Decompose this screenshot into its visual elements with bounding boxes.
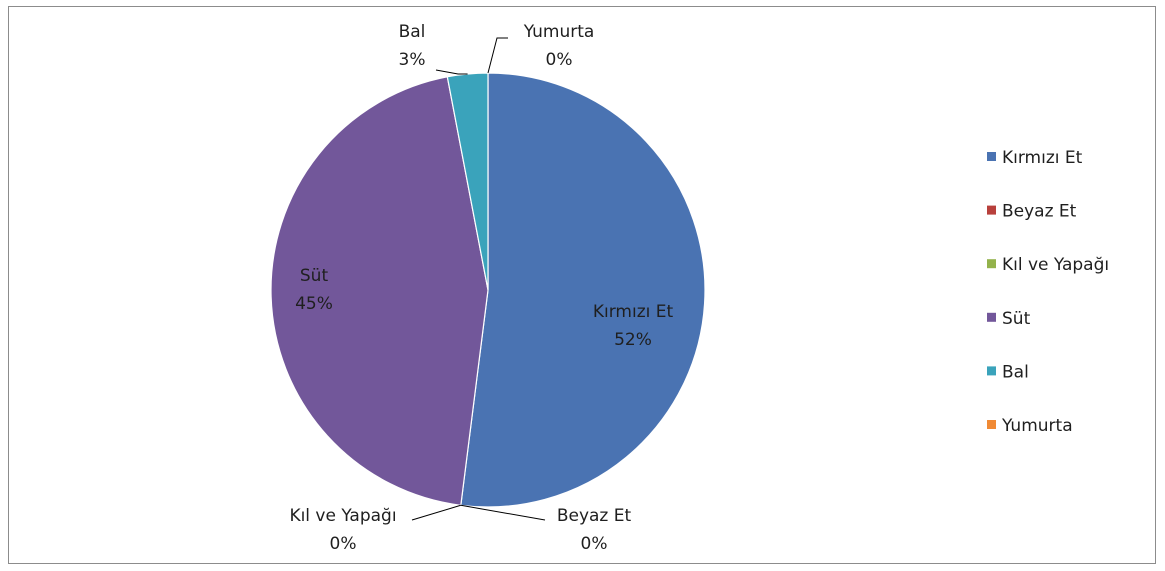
legend-label-bal: Bal [1002,362,1029,382]
data-label-category-kirmizi-et: Kırmızı Et [593,302,674,322]
data-label-value-kirmizi-et: 52% [614,330,652,350]
legend-swatch-kil-ve-yapagi [987,259,996,269]
data-label-value-kil-ve-yapagi: 0% [330,534,357,554]
leader-lines [411,37,546,521]
data-label-value-beyaz-et: 0% [581,534,608,554]
legend-swatch-bal [987,366,996,376]
legend: Kırmızı Et Beyaz Et Kıl ve Yapağı Süt Bal Yum… [987,148,1109,436]
legend-swatch-beyaz-et [987,205,996,215]
data-label-category-beyaz-et: Beyaz Et [557,506,632,526]
pie-slices [270,72,706,508]
pie-slice-kirmizi-et [460,72,706,508]
legend-label-beyaz-et: Beyaz Et [1002,202,1077,222]
leader-line-bal [435,69,468,75]
data-label-value-yumurta: 0% [546,50,573,70]
legend-swatch-sut [987,312,996,322]
slice-labels: Kırmızı Et 52% Beyaz Et 0% Kıl ve Yapağı 0% Sü… [289,22,673,554]
leader-line-beyaz-et [460,504,546,521]
legend-label-sut: Süt [1002,309,1031,329]
legend-label-kirmizi-et: Kırmızı Et [1002,148,1083,168]
legend-swatch-kirmizi-et [987,152,996,161]
legend-label-kil-ve-yapagi: Kıl ve Yapağı [1002,255,1109,275]
data-label-value-sut: 45% [295,294,333,314]
data-label-category-yumurta: Yumurta [523,22,595,42]
pie-slice-sut [270,76,489,506]
leader-line-kil-ve-yapagi [411,504,461,521]
legend-label-yumurta: Yumurta [1001,416,1073,436]
leader-line-yumurta [487,37,508,74]
data-label-value-bal: 3% [399,50,426,70]
data-label-category-bal: Bal [399,22,426,42]
legend-swatch-yumurta [987,420,996,429]
data-label-category-kil-ve-yapagi: Kıl ve Yapağı [289,506,396,526]
data-label-category-sut: Süt [300,266,329,286]
